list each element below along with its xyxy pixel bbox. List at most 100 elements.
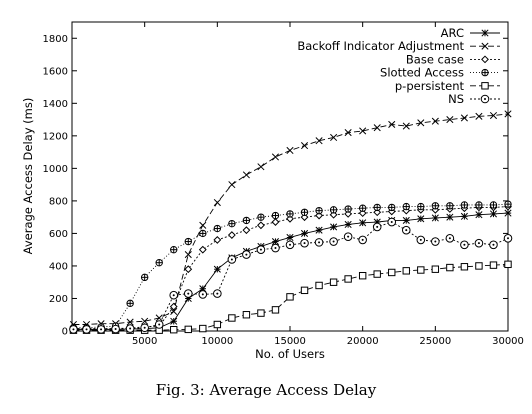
data-point	[388, 120, 396, 129]
data-point	[256, 245, 266, 254]
data-point	[460, 212, 468, 220]
data-point	[417, 215, 425, 223]
data-point	[481, 82, 489, 90]
y-tick-label: 1600	[43, 66, 68, 77]
data-point	[329, 278, 338, 286]
data-point	[402, 202, 410, 211]
series-line	[73, 203, 509, 329]
data-point	[373, 270, 381, 278]
series-p-persistent	[69, 260, 512, 334]
data-point	[271, 211, 280, 220]
data-point	[69, 325, 78, 334]
data-point	[489, 201, 498, 209]
data-point	[184, 265, 193, 274]
y-tick-label: 0	[62, 327, 68, 338]
data-point	[475, 112, 483, 120]
data-point	[475, 262, 483, 270]
data-point	[228, 314, 236, 322]
data-point	[359, 219, 367, 227]
data-point	[198, 290, 208, 299]
series-slotted-access	[69, 200, 512, 332]
data-point	[329, 237, 338, 246]
legend-item: Slotted Access	[380, 66, 500, 80]
x-tick-label: 20000	[347, 336, 379, 347]
data-point	[242, 216, 251, 225]
x-tick-label: 25000	[419, 336, 451, 347]
data-point	[315, 137, 323, 145]
data-point	[155, 314, 163, 322]
x-tick-label: 5000	[132, 336, 157, 347]
data-point	[257, 309, 265, 317]
data-point	[300, 229, 309, 237]
data-point	[344, 205, 352, 213]
legend-label: NS	[448, 92, 464, 106]
data-point	[111, 324, 120, 334]
data-point	[271, 243, 280, 253]
data-point	[315, 206, 323, 215]
data-point	[82, 325, 91, 334]
data-point	[446, 213, 454, 221]
data-point	[387, 217, 397, 227]
data-point	[481, 29, 489, 37]
legend-item: Backoff Indicator Adjustment	[297, 39, 500, 53]
data-point	[460, 201, 469, 209]
data-point	[300, 142, 309, 150]
data-point	[271, 237, 280, 246]
data-point	[358, 272, 367, 280]
data-point	[431, 202, 440, 210]
data-point	[489, 111, 498, 120]
data-point	[199, 229, 207, 238]
y-tick-label: 1000	[43, 164, 68, 175]
data-point	[213, 320, 222, 329]
legend-item: ARC	[441, 26, 500, 40]
data-point	[286, 210, 294, 218]
data-point	[286, 293, 294, 301]
data-point	[359, 127, 367, 135]
data-point	[401, 225, 411, 235]
data-point	[184, 325, 192, 334]
data-point	[481, 42, 489, 50]
data-point	[460, 114, 468, 122]
data-point	[228, 219, 236, 228]
legend-item: NS	[448, 92, 500, 106]
data-point	[169, 290, 179, 300]
data-point	[242, 171, 250, 179]
y-tick-label: 1200	[43, 131, 68, 142]
data-point	[445, 234, 455, 243]
data-point	[504, 110, 512, 118]
data-point	[402, 122, 410, 130]
data-point	[170, 325, 178, 334]
legend-label: p-persistent	[395, 79, 465, 93]
data-point	[446, 263, 454, 272]
data-point	[358, 204, 367, 212]
y-tick-label: 1800	[43, 34, 68, 45]
legend-label: ARC	[441, 26, 464, 40]
data-point	[140, 273, 149, 282]
data-point	[285, 240, 295, 250]
data-point	[416, 235, 426, 245]
data-point	[417, 119, 425, 127]
data-point	[504, 200, 512, 208]
data-point	[286, 233, 294, 242]
data-point	[343, 232, 353, 241]
data-point	[446, 202, 454, 210]
data-point	[431, 265, 440, 273]
data-point	[504, 260, 512, 269]
axis-ticks: 5000 10000 15000 20000 25000 30000 0 200 400 600 8…	[43, 22, 524, 347]
data-point	[213, 198, 221, 207]
data-point	[125, 324, 135, 333]
data-point	[271, 153, 280, 161]
data-point	[198, 245, 207, 254]
data-point	[286, 214, 294, 223]
data-point	[213, 289, 222, 298]
data-point	[213, 224, 222, 233]
data-point	[154, 320, 164, 329]
y-tick-label: 400	[49, 261, 68, 272]
data-point	[140, 323, 149, 333]
data-point	[170, 245, 178, 254]
x-tick-label: 10000	[201, 336, 233, 347]
data-point	[480, 94, 490, 104]
data-point	[344, 275, 352, 283]
data-point	[170, 307, 178, 316]
y-tick-label: 600	[49, 229, 68, 240]
